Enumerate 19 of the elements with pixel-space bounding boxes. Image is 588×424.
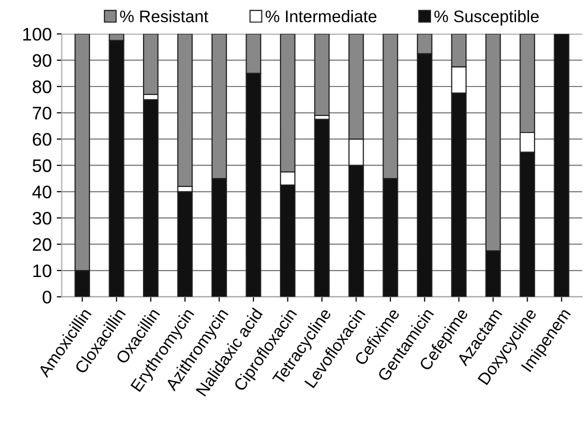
y-tick-label: 70 (32, 106, 52, 120)
y-tick-label: 10 (33, 264, 52, 278)
bar (314, 34, 330, 116)
y-tick-label: 0 (42, 290, 52, 304)
y-tick-label: 20 (32, 238, 52, 251)
legend-label: % Resistant (120, 10, 208, 22)
legend-label: % Susceptible (434, 10, 539, 26)
y-tick-label: 90 (32, 54, 52, 67)
y-tick-label: 60 (32, 133, 52, 146)
bar (554, 34, 570, 297)
y-tick-label: 50 (32, 159, 52, 172)
y-tick-label: 100 (23, 28, 52, 41)
bar (143, 99, 158, 297)
y-tick-label: 30 (32, 212, 52, 225)
y-tick-label: 80 (32, 80, 52, 94)
y-tick-label: 40 (32, 186, 52, 198)
legend-label: % Intermediate (266, 10, 376, 22)
bar (177, 191, 193, 297)
bar (314, 118, 330, 297)
